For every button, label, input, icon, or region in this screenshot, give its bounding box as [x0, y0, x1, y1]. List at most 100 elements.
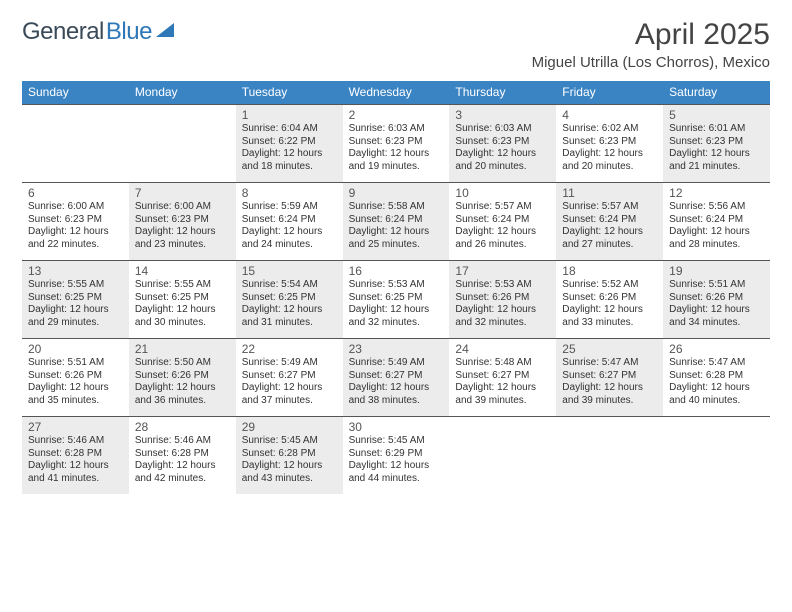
- sunrise-text: Sunrise: 6:00 AM: [28, 201, 123, 214]
- sunrise-text: Sunrise: 5:58 AM: [349, 201, 444, 214]
- day-cell: 7Sunrise: 6:00 AMSunset: 6:23 PMDaylight…: [129, 182, 236, 260]
- sunrise-text: Sunrise: 5:45 AM: [242, 435, 337, 448]
- day-header-row: Sunday Monday Tuesday Wednesday Thursday…: [22, 81, 770, 104]
- day-header-cell: Saturday: [663, 81, 770, 104]
- daylight-text-1: Daylight: 12 hours: [455, 304, 550, 317]
- day-cell: 6Sunrise: 6:00 AMSunset: 6:23 PMDaylight…: [22, 182, 129, 260]
- day-cell: 5Sunrise: 6:01 AMSunset: 6:23 PMDaylight…: [663, 104, 770, 182]
- header-row: GeneralBlue April 2025 Miguel Utrilla (L…: [22, 18, 770, 71]
- day-number: 25: [562, 342, 657, 356]
- calendar-page: GeneralBlue April 2025 Miguel Utrilla (L…: [0, 0, 792, 504]
- sunset-text: Sunset: 6:23 PM: [28, 214, 123, 227]
- sunset-text: Sunset: 6:23 PM: [349, 136, 444, 149]
- daylight-text-1: Daylight: 12 hours: [562, 382, 657, 395]
- sunset-text: Sunset: 6:25 PM: [135, 292, 230, 305]
- week-row: 20Sunrise: 5:51 AMSunset: 6:26 PMDayligh…: [22, 338, 770, 416]
- daylight-text-2: and 25 minutes.: [349, 239, 444, 252]
- daylight-text-1: Daylight: 12 hours: [455, 226, 550, 239]
- day-number: 28: [135, 420, 230, 434]
- sunset-text: Sunset: 6:27 PM: [562, 370, 657, 383]
- day-info: Sunrise: 5:56 AMSunset: 6:24 PMDaylight:…: [669, 201, 764, 251]
- day-info: Sunrise: 5:51 AMSunset: 6:26 PMDaylight:…: [669, 279, 764, 329]
- sunset-text: Sunset: 6:27 PM: [242, 370, 337, 383]
- daylight-text-2: and 29 minutes.: [28, 317, 123, 330]
- day-number: 4: [562, 108, 657, 122]
- day-number: 5: [669, 108, 764, 122]
- day-info: Sunrise: 5:47 AMSunset: 6:27 PMDaylight:…: [562, 357, 657, 407]
- day-cell: 10Sunrise: 5:57 AMSunset: 6:24 PMDayligh…: [449, 182, 556, 260]
- brand-part2: Blue: [106, 18, 152, 46]
- day-cell: 19Sunrise: 5:51 AMSunset: 6:26 PMDayligh…: [663, 260, 770, 338]
- daylight-text-2: and 38 minutes.: [349, 395, 444, 408]
- daylight-text-2: and 18 minutes.: [242, 161, 337, 174]
- brand-part1: General: [22, 18, 104, 46]
- day-number: 27: [28, 420, 123, 434]
- week-row: 27Sunrise: 5:46 AMSunset: 6:28 PMDayligh…: [22, 416, 770, 494]
- daylight-text-1: Daylight: 12 hours: [455, 382, 550, 395]
- sunset-text: Sunset: 6:27 PM: [349, 370, 444, 383]
- day-info: Sunrise: 5:57 AMSunset: 6:24 PMDaylight:…: [455, 201, 550, 251]
- day-info: Sunrise: 5:50 AMSunset: 6:26 PMDaylight:…: [135, 357, 230, 407]
- day-cell: 14Sunrise: 5:55 AMSunset: 6:25 PMDayligh…: [129, 260, 236, 338]
- daylight-text-1: Daylight: 12 hours: [135, 304, 230, 317]
- daylight-text-1: Daylight: 12 hours: [349, 382, 444, 395]
- week-row: 1Sunrise: 6:04 AMSunset: 6:22 PMDaylight…: [22, 104, 770, 182]
- brand-logo: GeneralBlue: [22, 18, 174, 46]
- daylight-text-2: and 27 minutes.: [562, 239, 657, 252]
- title-block: April 2025 Miguel Utrilla (Los Chorros),…: [532, 18, 770, 71]
- day-info: Sunrise: 6:03 AMSunset: 6:23 PMDaylight:…: [349, 123, 444, 173]
- sunrise-text: Sunrise: 5:53 AM: [455, 279, 550, 292]
- day-cell: 8Sunrise: 5:59 AMSunset: 6:24 PMDaylight…: [236, 182, 343, 260]
- sunrise-text: Sunrise: 6:02 AM: [562, 123, 657, 136]
- day-info: Sunrise: 6:01 AMSunset: 6:23 PMDaylight:…: [669, 123, 764, 173]
- day-cell: 29Sunrise: 5:45 AMSunset: 6:28 PMDayligh…: [236, 416, 343, 494]
- sunset-text: Sunset: 6:26 PM: [669, 292, 764, 305]
- sunset-text: Sunset: 6:28 PM: [242, 448, 337, 461]
- daylight-text-2: and 31 minutes.: [242, 317, 337, 330]
- sunset-text: Sunset: 6:26 PM: [455, 292, 550, 305]
- sunset-text: Sunset: 6:24 PM: [562, 214, 657, 227]
- daylight-text-1: Daylight: 12 hours: [135, 382, 230, 395]
- daylight-text-2: and 24 minutes.: [242, 239, 337, 252]
- daylight-text-1: Daylight: 12 hours: [349, 148, 444, 161]
- day-cell: 28Sunrise: 5:46 AMSunset: 6:28 PMDayligh…: [129, 416, 236, 494]
- daylight-text-1: Daylight: 12 hours: [28, 382, 123, 395]
- day-header-cell: Tuesday: [236, 81, 343, 104]
- daylight-text-2: and 37 minutes.: [242, 395, 337, 408]
- day-info: Sunrise: 5:59 AMSunset: 6:24 PMDaylight:…: [242, 201, 337, 251]
- day-info: Sunrise: 6:04 AMSunset: 6:22 PMDaylight:…: [242, 123, 337, 173]
- daylight-text-1: Daylight: 12 hours: [349, 304, 444, 317]
- day-number: 20: [28, 342, 123, 356]
- day-number: 8: [242, 186, 337, 200]
- daylight-text-2: and 42 minutes.: [135, 473, 230, 486]
- sunset-text: Sunset: 6:25 PM: [349, 292, 444, 305]
- day-cell: 24Sunrise: 5:48 AMSunset: 6:27 PMDayligh…: [449, 338, 556, 416]
- daylight-text-1: Daylight: 12 hours: [242, 382, 337, 395]
- daylight-text-1: Daylight: 12 hours: [669, 304, 764, 317]
- daylight-text-2: and 30 minutes.: [135, 317, 230, 330]
- day-info: Sunrise: 6:03 AMSunset: 6:23 PMDaylight:…: [455, 123, 550, 173]
- daylight-text-2: and 19 minutes.: [349, 161, 444, 174]
- sunrise-text: Sunrise: 5:55 AM: [28, 279, 123, 292]
- day-header-cell: Friday: [556, 81, 663, 104]
- sunrise-text: Sunrise: 5:59 AM: [242, 201, 337, 214]
- weeks-container: 1Sunrise: 6:04 AMSunset: 6:22 PMDaylight…: [22, 104, 770, 494]
- daylight-text-1: Daylight: 12 hours: [669, 382, 764, 395]
- day-header-cell: Sunday: [22, 81, 129, 104]
- daylight-text-1: Daylight: 12 hours: [562, 226, 657, 239]
- day-info: Sunrise: 5:48 AMSunset: 6:27 PMDaylight:…: [455, 357, 550, 407]
- sunset-text: Sunset: 6:22 PM: [242, 136, 337, 149]
- day-cell: 1Sunrise: 6:04 AMSunset: 6:22 PMDaylight…: [236, 104, 343, 182]
- calendar-grid: Sunday Monday Tuesday Wednesday Thursday…: [22, 81, 770, 494]
- sunset-text: Sunset: 6:24 PM: [242, 214, 337, 227]
- day-cell: 16Sunrise: 5:53 AMSunset: 6:25 PMDayligh…: [343, 260, 450, 338]
- day-info: Sunrise: 5:45 AMSunset: 6:29 PMDaylight:…: [349, 435, 444, 485]
- day-header-cell: Monday: [129, 81, 236, 104]
- day-number: 30: [349, 420, 444, 434]
- sunset-text: Sunset: 6:28 PM: [669, 370, 764, 383]
- daylight-text-2: and 36 minutes.: [135, 395, 230, 408]
- month-title: April 2025: [532, 18, 770, 52]
- daylight-text-2: and 35 minutes.: [28, 395, 123, 408]
- sunset-text: Sunset: 6:26 PM: [562, 292, 657, 305]
- day-cell: [129, 104, 236, 182]
